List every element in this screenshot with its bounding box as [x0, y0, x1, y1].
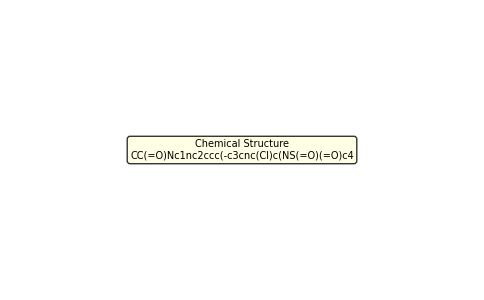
Text: Chemical Structure
CC(=O)Nc1nc2ccc(-c3cnc(Cl)c(NS(=O)(=O)c4: Chemical Structure CC(=O)Nc1nc2ccc(-c3cn… — [130, 139, 354, 161]
